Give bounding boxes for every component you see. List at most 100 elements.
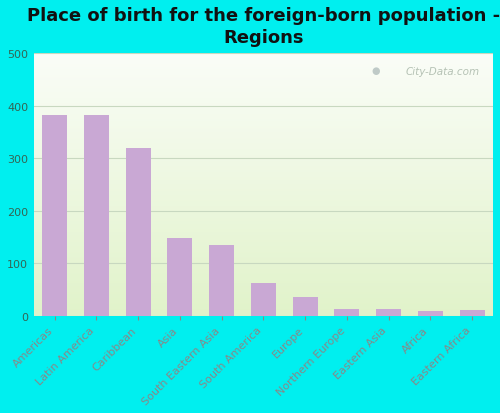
Bar <box>34 191 493 192</box>
Bar <box>34 100 493 101</box>
Bar <box>34 87 493 88</box>
Bar <box>34 182 493 183</box>
Bar <box>34 59 493 60</box>
Bar <box>34 56 493 57</box>
Bar <box>34 91 493 92</box>
Bar <box>34 223 493 224</box>
Bar <box>34 95 493 96</box>
Bar <box>34 102 493 103</box>
Bar <box>376 309 401 316</box>
Bar <box>34 283 493 285</box>
Bar <box>34 236 493 237</box>
Bar <box>34 293 493 294</box>
Bar <box>34 231 493 232</box>
Bar <box>34 220 493 221</box>
Bar <box>34 147 493 148</box>
Bar <box>34 187 493 188</box>
Bar <box>34 271 493 272</box>
Bar <box>34 93 493 94</box>
Bar <box>34 312 493 313</box>
Bar <box>34 211 493 212</box>
Bar <box>34 64 493 66</box>
Bar <box>34 289 493 290</box>
Bar <box>34 80 493 81</box>
Bar <box>34 77 493 78</box>
Bar <box>34 145 493 146</box>
Bar <box>34 176 493 177</box>
Bar <box>34 192 493 193</box>
Bar <box>34 304 493 305</box>
Bar <box>34 279 493 280</box>
Bar <box>34 251 493 252</box>
Bar <box>34 224 493 225</box>
Bar <box>34 108 493 109</box>
Bar <box>34 242 493 243</box>
Bar <box>34 277 493 278</box>
Bar <box>209 245 234 316</box>
Bar <box>34 84 493 85</box>
Bar <box>34 89 493 90</box>
Bar <box>34 133 493 134</box>
Bar <box>34 103 493 104</box>
Bar <box>34 291 493 292</box>
Bar <box>34 188 493 189</box>
Bar <box>34 193 493 194</box>
Bar <box>34 255 493 256</box>
Bar <box>251 283 276 316</box>
Bar <box>34 215 493 216</box>
Bar <box>34 244 493 245</box>
Bar <box>34 285 493 286</box>
Bar <box>34 234 493 235</box>
Bar <box>34 266 493 267</box>
Bar <box>34 142 493 143</box>
Bar <box>34 315 493 316</box>
Bar <box>34 303 493 304</box>
Bar <box>34 83 493 84</box>
Bar <box>34 249 493 250</box>
Bar <box>34 104 493 105</box>
Bar <box>34 98 493 99</box>
Bar <box>34 306 493 307</box>
Bar <box>34 172 493 173</box>
Bar <box>34 281 493 282</box>
Bar <box>34 128 493 129</box>
Bar <box>34 178 493 179</box>
Bar <box>34 221 493 222</box>
Bar <box>34 260 493 261</box>
Bar <box>34 121 493 122</box>
Bar <box>34 99 493 100</box>
Bar <box>34 183 493 184</box>
Bar <box>34 222 493 223</box>
Bar <box>34 254 493 255</box>
Bar <box>34 282 493 283</box>
Bar <box>34 296 493 297</box>
Bar <box>34 111 493 112</box>
Bar <box>34 106 493 107</box>
Bar <box>34 208 493 209</box>
Bar <box>34 68 493 69</box>
Bar <box>34 196 493 197</box>
Bar <box>34 138 493 139</box>
Bar <box>34 298 493 299</box>
Bar <box>34 151 493 152</box>
Bar <box>34 115 493 116</box>
Bar <box>34 202 493 203</box>
Bar <box>34 163 493 164</box>
Bar <box>34 129 493 130</box>
Bar <box>34 94 493 95</box>
Bar <box>34 199 493 200</box>
Bar <box>34 218 493 219</box>
Bar <box>34 67 493 68</box>
Bar <box>34 174 493 176</box>
Bar <box>34 177 493 178</box>
Bar <box>34 261 493 262</box>
Bar <box>34 275 493 277</box>
Bar <box>34 165 493 166</box>
Bar <box>34 201 493 202</box>
Bar <box>34 305 493 306</box>
Bar <box>34 97 493 98</box>
Bar <box>34 241 493 242</box>
Bar <box>34 213 493 214</box>
Bar <box>34 159 493 160</box>
Bar <box>34 246 493 247</box>
